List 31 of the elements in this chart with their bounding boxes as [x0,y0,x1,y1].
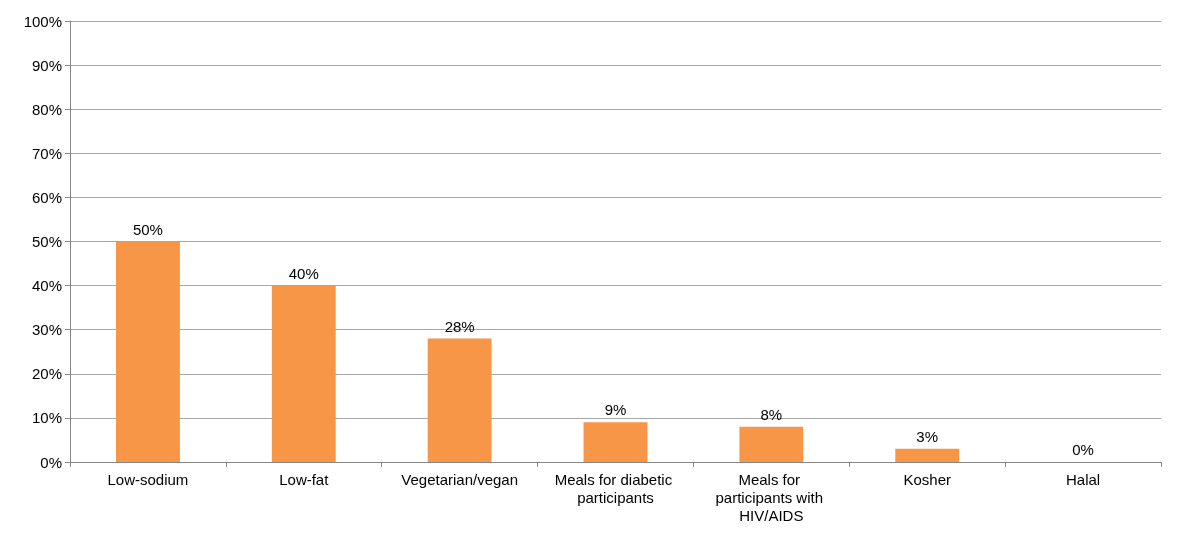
bar [739,426,804,462]
x-tick-label: Low-fat [279,470,330,488]
y-tick-label: 60% [31,188,62,206]
x-tick-label: Vegetarian/vegan [401,470,519,488]
data-label: 50% [132,220,163,238]
y-tick-label: 20% [31,365,62,383]
bar [583,422,648,462]
y-tick-label: 50% [31,233,62,250]
bar [895,448,960,462]
y-tick-label: 70% [31,144,62,162]
x-tick-label: Low-sodium [107,470,189,488]
x-tick-label: Kosher [903,470,951,488]
x-tick-label: Halal [1065,470,1101,488]
y-tick-label: 40% [31,277,62,295]
data-label: 40% [288,264,319,282]
data-label: 28% [444,317,475,335]
data-label: 8% [760,405,783,423]
y-tick-label: 10% [31,409,62,427]
y-tick-label: 90% [31,56,62,74]
data-label: 0% [1072,441,1094,458]
x-tick-label: Meals for diabetic participants [554,470,677,506]
bar [427,338,492,462]
bar [115,241,180,462]
data-label: 3% [916,427,939,445]
bar [271,285,336,462]
y-tick-label: 30% [31,321,62,339]
y-tick-label: 0% [40,453,62,471]
data-label: 9% [604,401,627,419]
y-tick-label: 80% [31,100,62,118]
x-tick-label: Meals for participants with HIV/AIDS [715,470,828,524]
y-tick-label: 100% [23,12,62,30]
